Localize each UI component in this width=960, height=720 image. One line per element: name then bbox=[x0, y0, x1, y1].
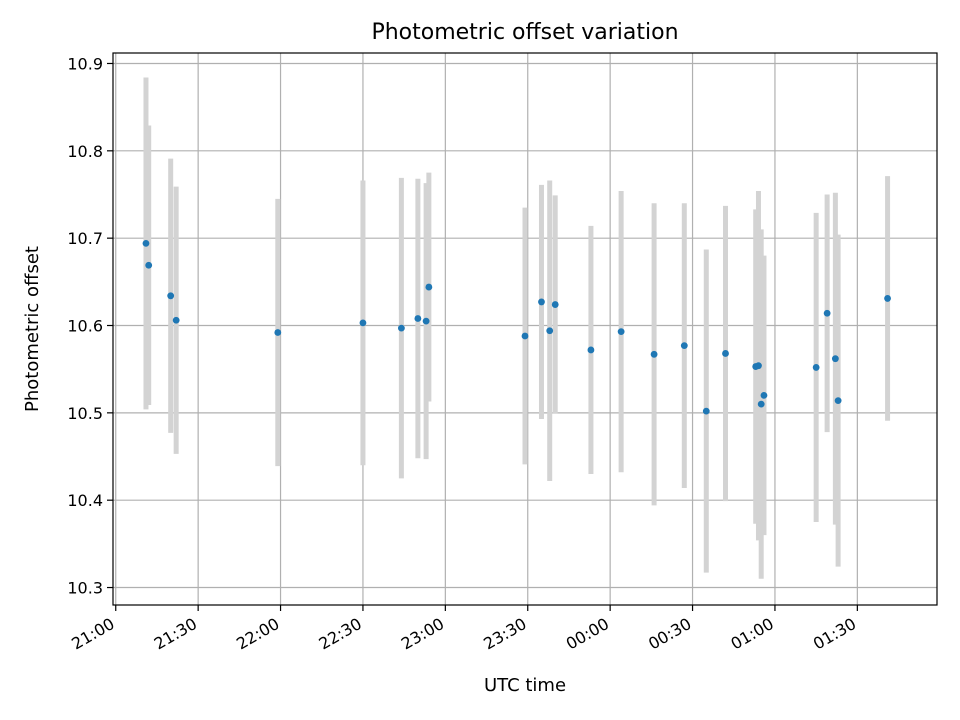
data-point bbox=[755, 362, 762, 370]
data-point bbox=[722, 350, 729, 357]
data-point bbox=[587, 346, 595, 354]
data-point bbox=[422, 317, 430, 325]
x-tick-label: 00:30 bbox=[645, 614, 694, 654]
y-tick-label: 10.5 bbox=[67, 404, 103, 423]
x-tick-label: 21:00 bbox=[68, 614, 117, 654]
y-tick-label: 10.8 bbox=[67, 142, 103, 161]
data-point bbox=[551, 301, 559, 308]
data-point bbox=[680, 342, 688, 349]
data-point bbox=[425, 283, 433, 291]
x-tick-label: 23:30 bbox=[480, 614, 529, 654]
data-point bbox=[538, 298, 545, 306]
data-point bbox=[521, 332, 529, 340]
data-point bbox=[167, 292, 175, 300]
data-point bbox=[145, 261, 153, 269]
plot-frame bbox=[112, 52, 938, 606]
x-tick-label: 23:00 bbox=[398, 614, 447, 654]
data-point bbox=[884, 295, 891, 302]
data-point bbox=[650, 350, 658, 358]
data-point bbox=[823, 309, 831, 317]
data-point bbox=[398, 324, 405, 332]
y-axis-ticks: 10.3 10.4 10.5 10.6 10.7 10.8 10.9 bbox=[67, 54, 113, 598]
x-tick-label: 00:00 bbox=[563, 614, 612, 654]
data-point bbox=[831, 355, 839, 363]
y-axis-label: Photometric offset bbox=[22, 246, 43, 412]
chart-title: Photometric offset variation bbox=[371, 20, 678, 45]
data-point bbox=[274, 329, 282, 336]
y-tick-label: 10.6 bbox=[67, 317, 103, 336]
data-point bbox=[757, 400, 765, 408]
data-points bbox=[142, 240, 891, 415]
data-point bbox=[834, 397, 842, 405]
error-bars bbox=[143, 77, 891, 579]
data-point bbox=[812, 364, 820, 371]
data-point bbox=[702, 407, 710, 415]
data-point bbox=[546, 327, 554, 335]
x-tick-label: 22:30 bbox=[316, 614, 365, 654]
data-point bbox=[359, 319, 367, 327]
x-tick-label: 01:00 bbox=[728, 614, 777, 654]
x-tick-label: 01:30 bbox=[810, 614, 859, 654]
y-tick-label: 10.3 bbox=[67, 579, 103, 598]
data-point bbox=[414, 315, 422, 322]
data-point bbox=[142, 240, 150, 247]
y-tick-label: 10.4 bbox=[67, 491, 103, 510]
y-tick-label: 10.9 bbox=[67, 54, 103, 73]
data-point bbox=[760, 391, 768, 399]
x-tick-label: 21:30 bbox=[151, 614, 200, 654]
data-point bbox=[172, 316, 180, 324]
x-axis-ticks: 21:00 21:30 22:00 22:30 23:00 23:30 00:00 00:30… bbox=[68, 605, 859, 654]
x-tick-label: 22:00 bbox=[233, 614, 282, 654]
x-axis-label: UTC time bbox=[484, 675, 566, 696]
y-tick-label: 10.7 bbox=[67, 229, 103, 248]
data-point bbox=[617, 328, 625, 336]
